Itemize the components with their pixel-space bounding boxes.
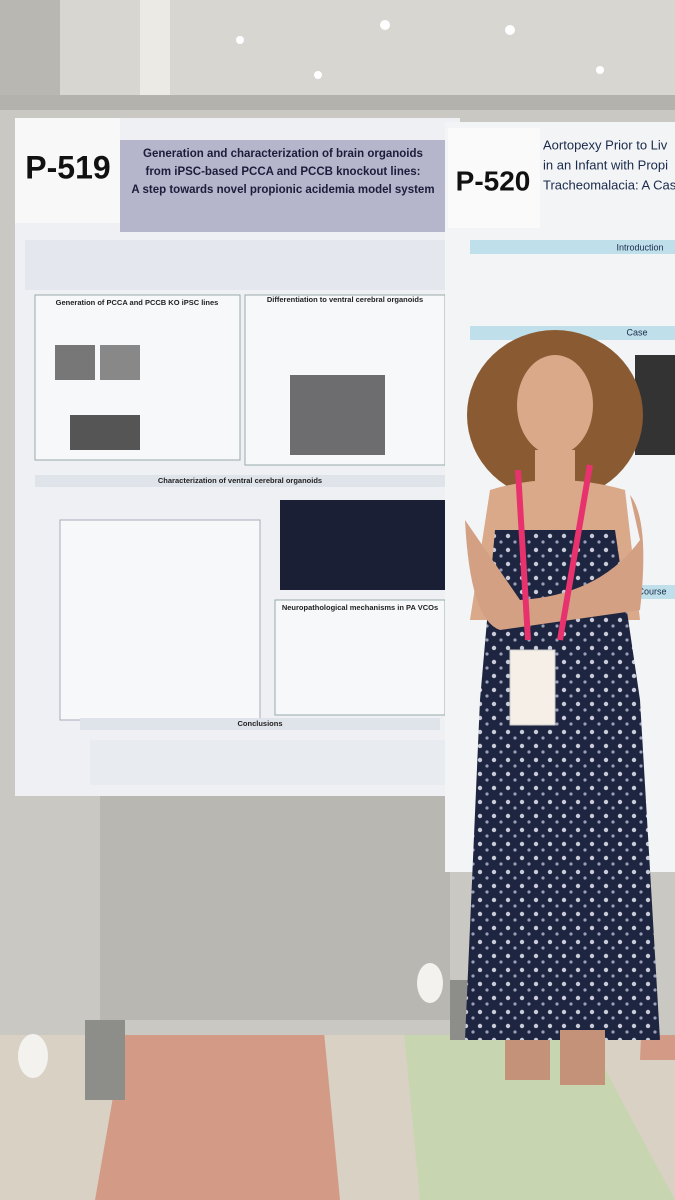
section-heading: Case [626, 327, 647, 337]
section-heading: Conclusions [237, 719, 282, 728]
section-bar [35, 475, 445, 487]
poster-title: in an Infant with Propi [543, 157, 668, 172]
section-heading: Differentiation to ventral cerebral orga… [267, 295, 423, 304]
figure [100, 345, 140, 380]
poster-title: A step towards novel propionic acidemia … [131, 184, 434, 196]
section-bar [470, 240, 675, 254]
ceiling-wall [0, 0, 60, 110]
poster-number: P-519 [25, 149, 110, 185]
foot [505, 1040, 550, 1080]
chart-grid [59, 519, 261, 721]
section-box [274, 599, 446, 716]
logos [90, 740, 450, 785]
board-foot [85, 1020, 125, 1100]
light [314, 71, 322, 79]
badge [509, 649, 556, 726]
board-panel [100, 790, 450, 1020]
ceiling-beam [140, 0, 170, 95]
figure [280, 500, 445, 590]
face [517, 355, 593, 455]
poster-number-card [15, 118, 120, 223]
poster-number: P-520 [456, 165, 531, 196]
lanyard [515, 464, 593, 641]
floor-stripe [95, 990, 340, 1200]
poster-number-card [448, 128, 540, 228]
title-band [120, 140, 445, 232]
abstract-block [25, 240, 450, 290]
figure [290, 375, 385, 455]
section-bar [80, 718, 440, 730]
figure [55, 345, 95, 380]
section-heading: Generation of PCCA and PCCB KO iPSC line… [56, 298, 219, 307]
poster-title: from iPSC-based PCCA and PCCB knockout l… [146, 166, 421, 178]
cup [18, 1034, 48, 1078]
section-heading: Neuropathological mechanisms in PA VCOs [282, 603, 438, 612]
foot [560, 1030, 605, 1085]
person [465, 330, 660, 1085]
board-rail [0, 95, 675, 110]
section-heading: Course [637, 586, 666, 596]
light [596, 66, 604, 74]
light [380, 20, 390, 30]
light [505, 25, 515, 35]
arms [465, 495, 644, 630]
cup [417, 963, 443, 1003]
poster-title: Generation and characterization of brain… [143, 148, 423, 160]
light [236, 36, 244, 44]
section-heading: Introduction [616, 242, 663, 252]
section-heading: Characterization of ventral cerebral org… [158, 476, 322, 485]
figure [70, 415, 140, 450]
ceiling [0, 0, 675, 110]
poster-title: Tracheomalacia: A Case a [543, 177, 675, 192]
poster-title: Aortopexy Prior to Liv [543, 137, 668, 152]
